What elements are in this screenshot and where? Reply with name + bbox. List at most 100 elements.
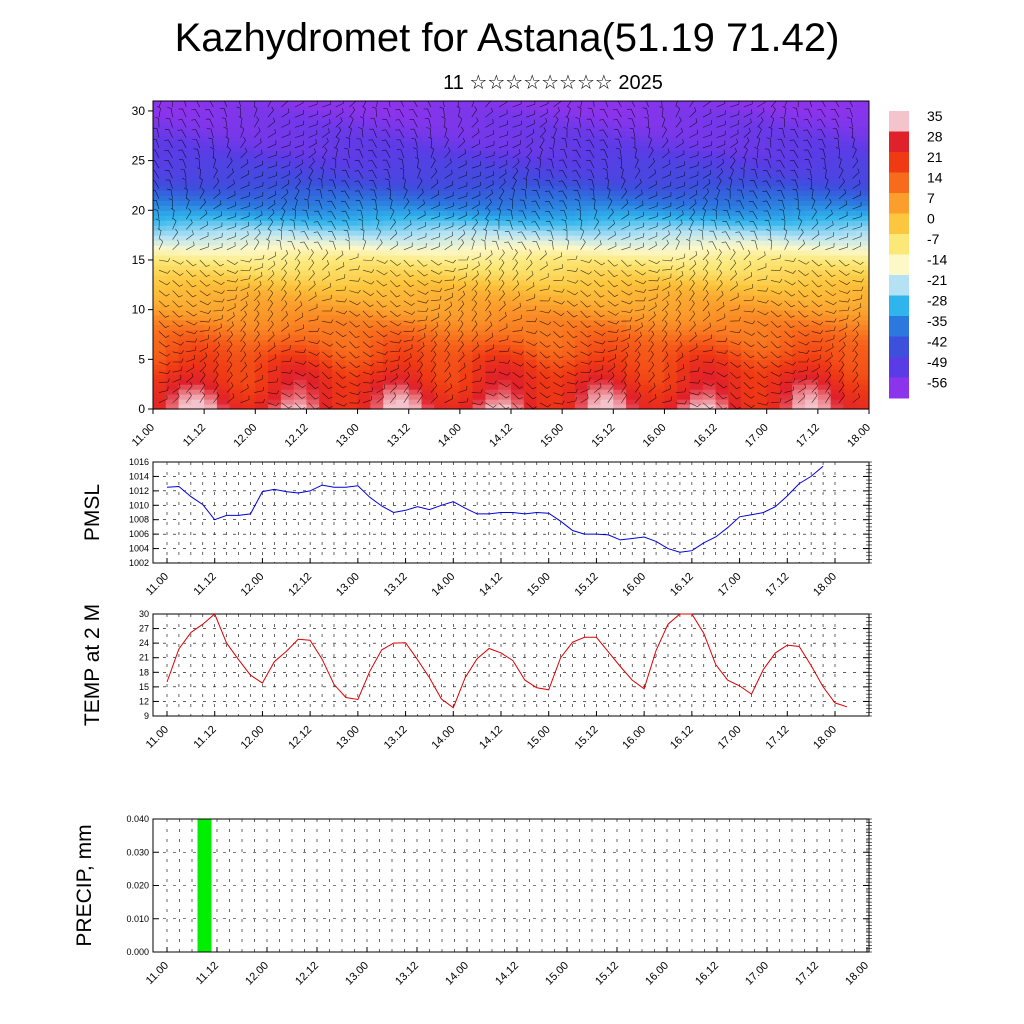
heatmap-cell (332, 344, 346, 350)
wind-barb (308, 382, 319, 389)
heatmap-cell (280, 259, 295, 266)
heatmap-cell (856, 195, 869, 201)
heatmap-cell (242, 384, 256, 390)
wind-barb (621, 280, 633, 287)
wind-barb (226, 201, 236, 210)
heatmap-cell (728, 155, 742, 162)
heatmap-cell (792, 135, 806, 142)
wind-barb (317, 178, 323, 189)
heatmap-cell (574, 354, 589, 360)
heatmap-cell (229, 349, 244, 355)
heatmap-cell (753, 225, 768, 231)
heatmap-cell (421, 230, 435, 236)
heatmap-cell (447, 220, 461, 226)
wind-barb (498, 382, 511, 388)
wind-barb (659, 106, 664, 118)
wind-barb (811, 208, 817, 220)
wind-barb (586, 118, 595, 128)
wind-barb (675, 127, 683, 138)
heatmap-cell (204, 160, 218, 167)
wind-barb (457, 101, 459, 108)
heatmap-cell (485, 394, 499, 400)
heatmap-cell (216, 309, 231, 316)
heatmap-cell (651, 250, 666, 256)
heatmap-cell (383, 354, 397, 360)
heatmap-cell (370, 105, 384, 112)
heatmap-cell (255, 299, 269, 306)
heatmap-cell (830, 309, 845, 316)
heatmap-cell (779, 250, 793, 256)
heatmap-cell (344, 101, 359, 107)
heatmap-cell (511, 205, 525, 211)
wind-barb (344, 147, 350, 159)
wind-barb (158, 258, 171, 262)
heatmap-cell (268, 110, 282, 117)
heatmap-cell (587, 110, 602, 117)
wind-barb (642, 107, 649, 118)
wind-barb (389, 269, 401, 277)
heatmap-cell (741, 309, 755, 316)
heatmap-cell (204, 269, 218, 276)
wind-barb (648, 146, 654, 159)
wind-barb (607, 362, 616, 373)
wind-barb (537, 157, 542, 169)
wind-barb (728, 177, 733, 189)
heatmap-cell (690, 339, 704, 346)
heatmap-cell (268, 185, 282, 192)
wind-barb (838, 232, 849, 240)
heatmap-cell (357, 155, 371, 162)
heatmap-cell (319, 235, 333, 241)
heatmap-cell (536, 274, 550, 281)
heatmap-cell (459, 195, 474, 201)
heatmap-cell (280, 279, 295, 286)
wind-barb (621, 177, 626, 189)
wind-barb (185, 280, 197, 288)
heatmap-cell (626, 299, 640, 306)
heatmap-cell (472, 255, 487, 261)
heatmap-cell (280, 289, 295, 296)
heatmap-cell (255, 364, 269, 370)
heatmap-cell (344, 354, 359, 360)
wind-barb (607, 242, 617, 251)
heatmap-cell (357, 115, 371, 122)
heatmap-cell (677, 334, 691, 341)
wind-barb (721, 241, 731, 250)
wind-barb (199, 326, 210, 332)
heatmap-cell (574, 259, 589, 266)
wind-barb (226, 286, 238, 291)
heatmap-cell (600, 185, 614, 192)
heatmap-cell (600, 259, 614, 266)
heatmap-cell (280, 120, 295, 127)
heatmap-cell (549, 299, 563, 306)
heatmap-cell (587, 250, 602, 256)
heatmap-cell (383, 329, 397, 336)
wind-barb (335, 331, 347, 338)
heatmap-cell (600, 294, 614, 301)
heatmap-cell (638, 170, 653, 177)
heatmap-cell (792, 284, 806, 291)
heatmap-cell (626, 329, 640, 336)
wind-barb (368, 160, 377, 169)
heatmap-cell (165, 359, 180, 365)
wind-barb (852, 212, 862, 220)
wind-barb (185, 197, 190, 210)
heatmap-cell (408, 359, 423, 365)
wind-barb (376, 101, 378, 108)
wind-barb (254, 191, 264, 200)
heatmap-cell (280, 384, 295, 390)
heatmap-cell (165, 284, 180, 291)
heatmap-cell (511, 324, 525, 331)
heatmap-cell (216, 359, 231, 365)
wind-barb (498, 130, 509, 138)
wind-barb (539, 331, 551, 337)
heatmap-cell (153, 120, 167, 127)
wind-barb (784, 258, 796, 262)
heatmap-cell (153, 230, 167, 236)
heatmap-cell (626, 145, 640, 152)
heatmap-cell (728, 240, 742, 246)
heatmap-cell (447, 289, 461, 296)
heatmap-cell (728, 364, 742, 370)
heatmap-cell (638, 255, 653, 261)
heatmap-cell (677, 185, 691, 192)
wind-barb (729, 270, 737, 281)
